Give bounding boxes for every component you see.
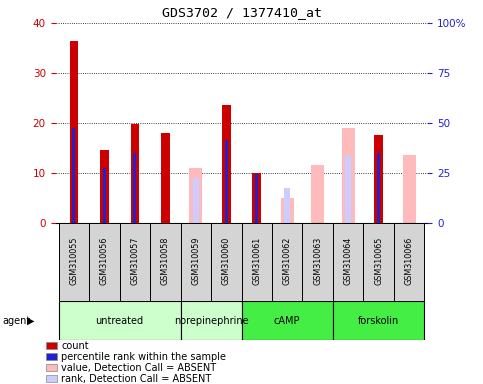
Text: untreated: untreated <box>96 316 143 326</box>
Bar <box>211 223 242 301</box>
Text: forskolin: forskolin <box>358 316 399 326</box>
Text: GSM310061: GSM310061 <box>252 237 261 285</box>
Bar <box>394 223 425 301</box>
Text: GSM310066: GSM310066 <box>405 237 413 285</box>
Bar <box>181 223 211 301</box>
Bar <box>302 223 333 301</box>
Text: GSM310065: GSM310065 <box>374 236 383 285</box>
Bar <box>255 174 258 223</box>
Bar <box>363 223 394 301</box>
Bar <box>333 301 425 340</box>
Bar <box>161 133 170 223</box>
Bar <box>46 364 57 371</box>
Bar <box>130 124 139 223</box>
Bar <box>403 156 415 223</box>
Bar <box>181 301 242 340</box>
Text: rank, Detection Call = ABSENT: rank, Detection Call = ABSENT <box>61 374 212 384</box>
Bar <box>222 106 230 223</box>
Bar <box>46 342 57 349</box>
Bar <box>225 141 228 223</box>
Text: norepinephrine: norepinephrine <box>174 316 248 326</box>
Bar <box>374 136 383 223</box>
Text: GSM310055: GSM310055 <box>70 236 78 285</box>
Text: ▶: ▶ <box>27 316 34 326</box>
Bar <box>133 153 136 223</box>
Bar <box>120 223 150 301</box>
Text: GSM310059: GSM310059 <box>191 236 200 285</box>
Bar <box>193 178 199 223</box>
Bar <box>150 223 181 301</box>
Bar <box>58 223 89 301</box>
Bar <box>189 168 202 223</box>
Bar <box>72 128 75 223</box>
Bar <box>272 223 302 301</box>
Text: count: count <box>61 341 89 351</box>
Text: GSM310064: GSM310064 <box>344 237 353 285</box>
Text: cAMP: cAMP <box>274 316 300 326</box>
Text: value, Detection Call = ABSENT: value, Detection Call = ABSENT <box>61 362 216 372</box>
Text: GSM310058: GSM310058 <box>161 236 170 285</box>
Bar <box>376 168 382 223</box>
Bar <box>284 188 290 223</box>
Bar <box>46 375 57 382</box>
Bar <box>70 41 78 223</box>
Bar <box>103 168 106 223</box>
Bar <box>253 173 261 223</box>
Bar <box>242 301 333 340</box>
Text: agent: agent <box>2 316 30 326</box>
Bar <box>342 128 355 223</box>
Text: GSM310063: GSM310063 <box>313 237 322 285</box>
Bar <box>281 198 294 223</box>
Bar <box>333 223 363 301</box>
Bar <box>58 301 181 340</box>
Title: GDS3702 / 1377410_at: GDS3702 / 1377410_at <box>161 6 322 19</box>
Bar <box>345 156 351 223</box>
Bar <box>377 153 380 223</box>
Bar <box>89 223 120 301</box>
Text: GSM310057: GSM310057 <box>130 236 139 285</box>
Bar <box>312 166 324 223</box>
Text: GSM310056: GSM310056 <box>100 236 109 285</box>
Bar <box>100 151 109 223</box>
Text: GSM310062: GSM310062 <box>283 236 292 285</box>
Text: GSM310060: GSM310060 <box>222 237 231 285</box>
Bar <box>46 353 57 360</box>
Text: percentile rank within the sample: percentile rank within the sample <box>61 351 226 362</box>
Bar <box>242 223 272 301</box>
